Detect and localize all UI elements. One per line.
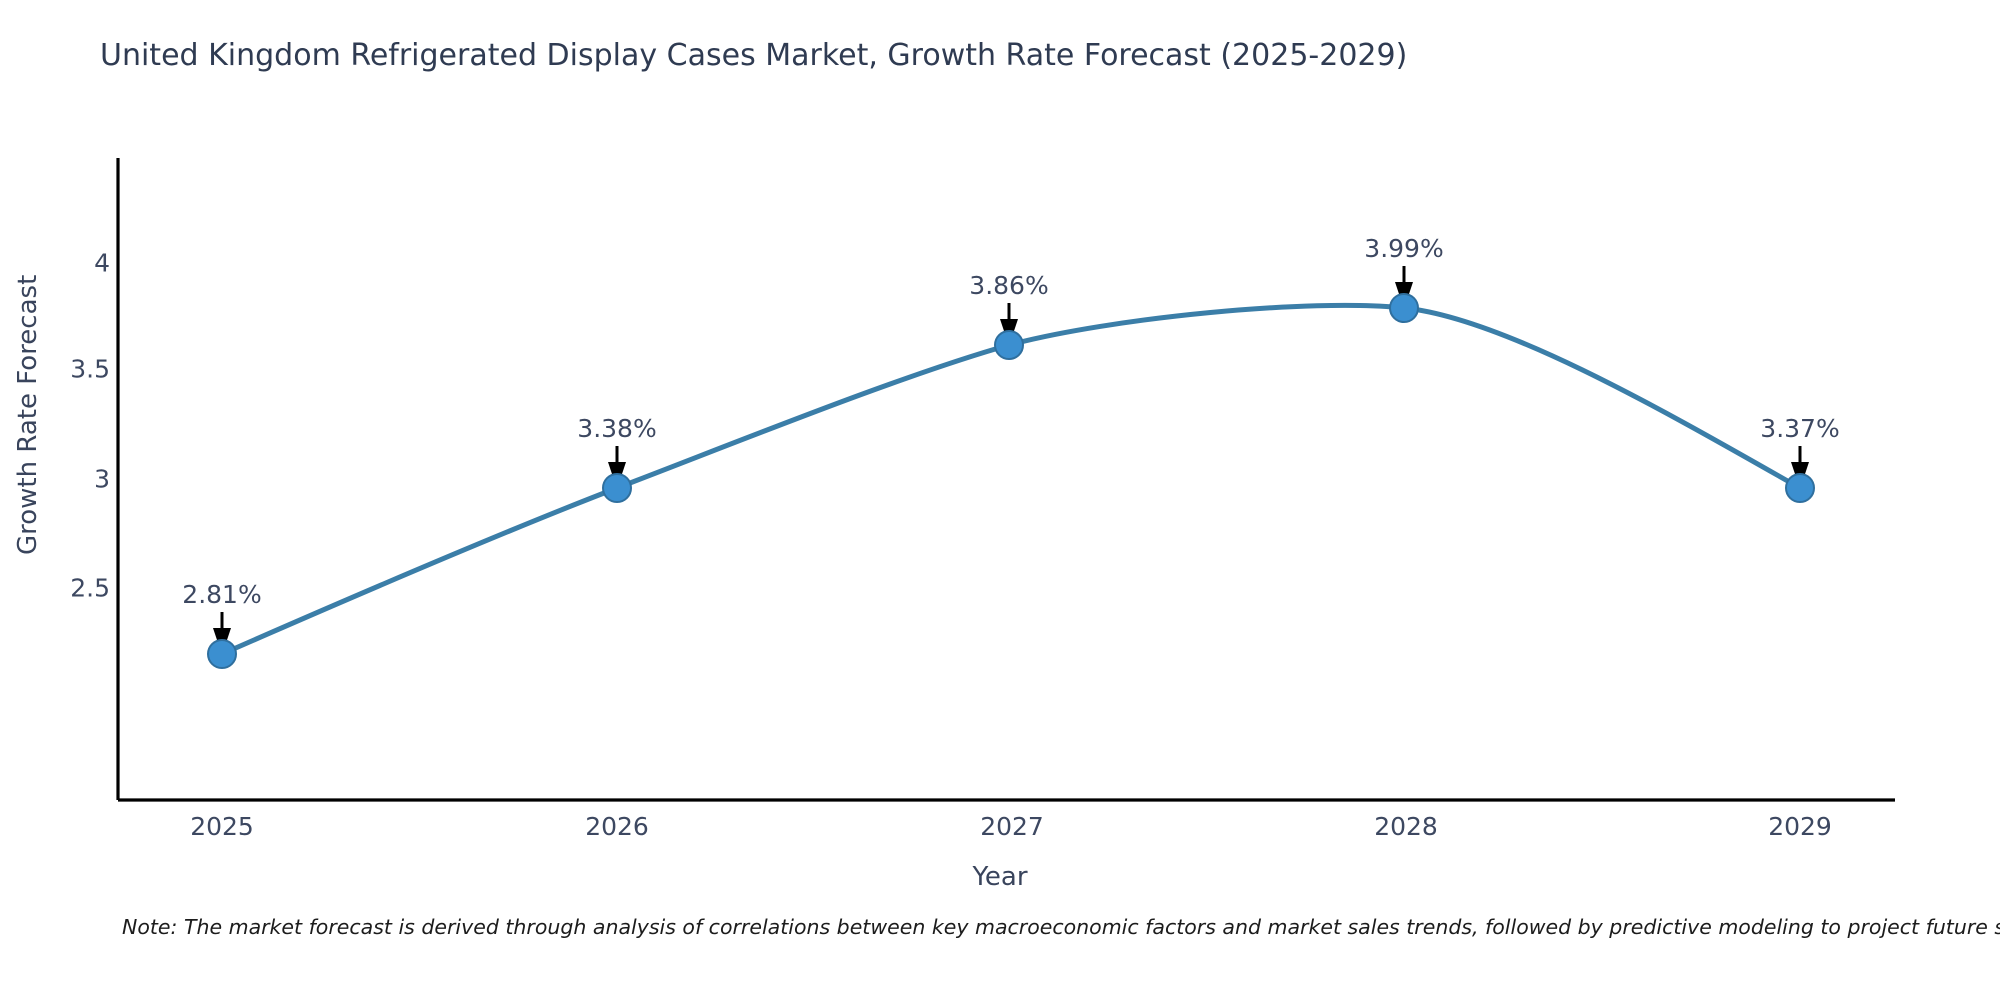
x-axis-title: Year	[972, 862, 1028, 892]
x-tick-label-2027: 2027	[980, 812, 1044, 841]
y-tick-label-4: 4	[94, 248, 110, 278]
data-label-2029: 3.37%	[1760, 414, 1840, 443]
data-point-2027[interactable]	[994, 330, 1024, 360]
chart-title: United Kingdom Refrigerated Display Case…	[100, 38, 1408, 73]
chart-footnote: Note: The market forecast is derived thr…	[122, 915, 2000, 939]
data-point-2028[interactable]	[1389, 293, 1419, 323]
y-axis-title: Growth Rate Forecast	[13, 274, 43, 555]
y-tick-label-3: 3	[94, 464, 110, 494]
data-label-2028: 3.99%	[1364, 234, 1444, 263]
y-tick-label-2-5: 2.5	[70, 573, 110, 603]
x-tick-label-2026: 2026	[585, 812, 649, 841]
data-point-2029[interactable]	[1785, 473, 1815, 503]
x-tick-label-2025: 2025	[190, 812, 254, 841]
data-point-2025[interactable]	[207, 639, 237, 669]
y-tick-label-3-5: 3.5	[70, 354, 110, 384]
data-label-2025: 2.81%	[182, 580, 262, 609]
x-tick-label-2028: 2028	[1374, 812, 1438, 841]
data-label-2027: 3.86%	[969, 271, 1049, 300]
data-point-2026[interactable]	[602, 473, 632, 503]
data-label-2026: 3.38%	[577, 414, 657, 443]
x-tick-label-2029: 2029	[1768, 812, 1832, 841]
